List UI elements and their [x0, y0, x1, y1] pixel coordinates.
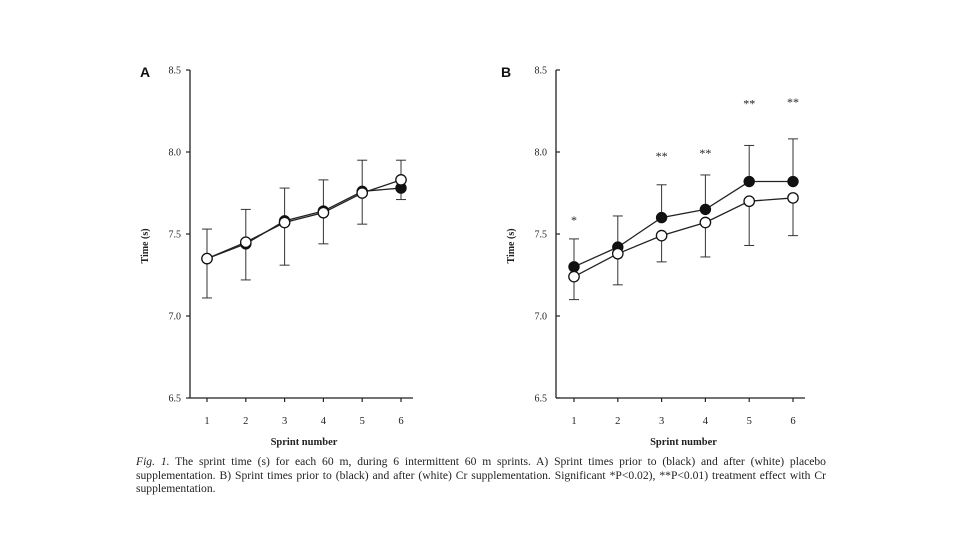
series-line	[573, 197, 794, 278]
data-point-filled	[787, 175, 799, 188]
data-point-filled	[568, 261, 580, 273]
data-point-open	[278, 216, 291, 229]
y-axis-label: Time (s)	[140, 228, 151, 263]
panel-letter: A	[140, 64, 150, 80]
caption-line-1: The sprint time (s) for each 60 m, durin…	[175, 455, 785, 468]
y-tick-label: 7.5	[535, 230, 548, 241]
significance-label: **	[656, 149, 668, 163]
y-tick-label: 8.0	[535, 148, 548, 159]
y-tick-label: 7.0	[169, 312, 182, 323]
y-tick-label: 8.5	[169, 66, 182, 77]
significance-label: **	[787, 95, 799, 109]
x-tick-label: 6	[398, 416, 403, 427]
y-tick-label: 7.0	[535, 312, 548, 323]
series-line	[206, 179, 402, 260]
data-point-open	[655, 229, 668, 242]
y-tick-label: 7.5	[169, 230, 182, 241]
panel-a: A 6.5 7.0 7.5 8.0 8.5 1 2 3 4 5 6 Sprint number Time …	[140, 64, 413, 448]
series-line	[206, 187, 402, 260]
data-point-open	[356, 187, 369, 199]
significance-label: *	[571, 213, 577, 227]
data-point-open	[317, 206, 330, 219]
x-tick-label: 6	[790, 416, 795, 427]
significance-label: **	[743, 97, 755, 111]
data-point-filled	[743, 175, 755, 188]
data-point-filled	[699, 203, 712, 216]
data-point-open	[395, 174, 407, 186]
x-tick-label: 3	[659, 416, 664, 427]
panel-b: B 6.5 7.0 7.5 8.0 8.5 1 2 3 4 5 6 Sprint number Time …	[501, 64, 805, 448]
y-tick-label: 6.5	[169, 394, 182, 405]
x-axis-label: Sprint number	[271, 437, 338, 448]
significance-label: **	[699, 146, 711, 160]
x-tick-label: 4	[703, 416, 709, 427]
y-tick-label: 8.5	[535, 66, 548, 77]
x-tick-label: 5	[747, 416, 752, 427]
caption-line-2: placebo supplementation. B) Sprint times…	[136, 455, 826, 482]
data-point-open	[699, 216, 712, 229]
caption-line-3: treatment effect with Cr supplementation…	[136, 468, 826, 496]
figure-caption: Fig. 1. The sprint time (s) for each 60 …	[136, 455, 826, 496]
x-tick-label: 2	[243, 416, 248, 427]
data-point-open	[787, 192, 799, 204]
data-point-open	[201, 252, 213, 265]
x-tick-label: 2	[615, 416, 620, 427]
x-tick-label: 1	[204, 416, 209, 427]
data-point-open	[239, 236, 252, 249]
data-point-open	[568, 270, 580, 283]
x-tick-label: 1	[571, 416, 576, 427]
y-tick-label: 6.5	[535, 394, 548, 405]
x-tick-label: 5	[360, 416, 365, 427]
x-tick-label: 3	[282, 416, 287, 427]
x-axis-label: Sprint number	[650, 437, 717, 448]
panel-letter: B	[501, 64, 511, 80]
caption-label: Fig. 1.	[136, 455, 170, 468]
y-tick-label: 8.0	[169, 148, 182, 159]
data-point-filled	[655, 211, 668, 224]
data-point-open	[611, 247, 624, 260]
x-tick-label: 4	[321, 416, 327, 427]
series-line	[573, 180, 793, 268]
y-axis-label: Time (s)	[506, 228, 517, 263]
data-point-open	[743, 195, 756, 208]
